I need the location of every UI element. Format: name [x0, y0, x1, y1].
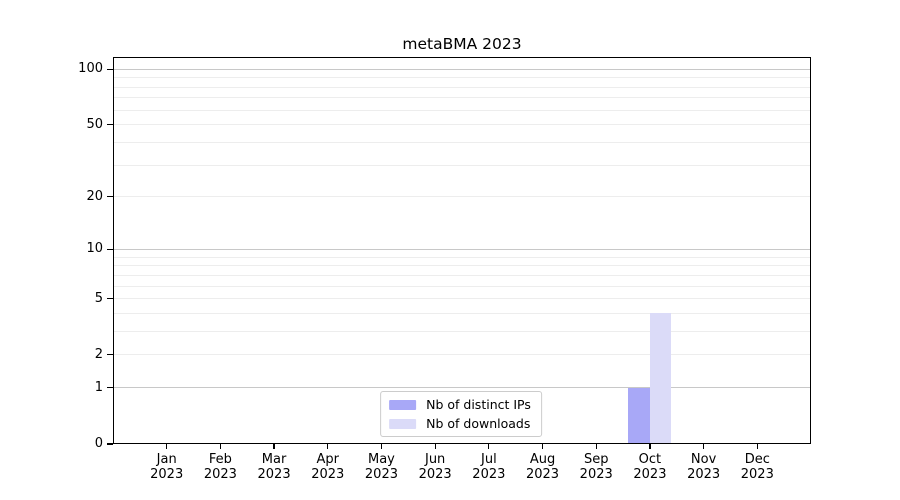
- x-tick: [327, 444, 329, 449]
- x-tick: [756, 444, 758, 449]
- x-tick: [219, 444, 221, 449]
- x-tick-label: Nov 2023: [676, 452, 732, 482]
- x-tick-label: Apr 2023: [300, 452, 356, 482]
- x-tick-year: 2023: [687, 467, 721, 482]
- y-tick-label: 100: [78, 61, 103, 77]
- y-gridline-minor: [114, 164, 810, 166]
- x-tick-month: Aug: [529, 452, 556, 467]
- x-tick-year: 2023: [311, 467, 345, 482]
- x-tick-year: 2023: [579, 467, 613, 482]
- x-tick: [273, 444, 275, 449]
- chart-title: metaBMA 2023: [402, 35, 522, 53]
- y-gridline-minor: [114, 312, 810, 314]
- x-tick-label: Mar 2023: [246, 452, 302, 482]
- x-tick-year: 2023: [525, 467, 560, 482]
- y-tick: [107, 248, 113, 250]
- bar-downloads: [649, 313, 672, 444]
- bar-distinct-ips: [628, 387, 650, 444]
- y-gridline-minor: [114, 298, 810, 300]
- y-tick-label: 5: [94, 290, 103, 306]
- x-tick-label: Jun 2023: [407, 452, 463, 482]
- y-gridline-minor: [114, 274, 810, 276]
- y-gridline-minor: [114, 256, 810, 258]
- y-tick: [107, 443, 113, 445]
- y-tick: [107, 387, 113, 389]
- y-tick: [107, 297, 113, 300]
- x-tick: [703, 444, 705, 449]
- y-tick: [107, 68, 113, 70]
- x-tick-month: Mar: [261, 452, 287, 467]
- legend-swatch-downloads: [389, 418, 417, 429]
- legend-entry-downloads: Nb of downloads: [389, 416, 531, 431]
- x-tick: [434, 444, 436, 449]
- x-tick-month: May: [368, 452, 395, 467]
- y-gridline-minor: [114, 109, 810, 111]
- y-gridline-minor: [114, 97, 810, 99]
- x-tick-label: Jul 2023: [461, 452, 517, 482]
- x-tick-month: Jul: [481, 452, 497, 467]
- x-tick-month: Nov: [690, 452, 717, 467]
- y-gridline-major: [114, 248, 810, 250]
- plot-border: [113, 57, 811, 444]
- x-tick-label: Dec 2023: [729, 452, 785, 482]
- y-tick: [107, 196, 113, 198]
- x-tick-year: 2023: [472, 467, 506, 482]
- x-tick-label: Aug 2023: [515, 452, 571, 482]
- y-tick-label: 0: [94, 436, 103, 451]
- y-tick-label: 20: [86, 188, 103, 204]
- x-tick: [541, 444, 544, 449]
- legend-entry-distinct-ips: Nb of distinct IPs: [389, 397, 531, 412]
- x-tick-label: Jan 2023: [139, 452, 195, 482]
- x-tick-year: 2023: [150, 467, 184, 482]
- x-tick-month: Sep: [583, 452, 609, 467]
- x-tick-year: 2023: [257, 467, 291, 482]
- legend-label-downloads: Nb of downloads: [426, 416, 531, 431]
- legend: Nb of distinct IPs Nb of downloads: [380, 391, 542, 437]
- x-tick-month: Dec: [744, 452, 770, 467]
- y-gridline-minor: [114, 141, 810, 143]
- y-gridline-minor: [114, 86, 810, 88]
- y-gridline-minor: [114, 77, 810, 79]
- x-tick-year: 2023: [740, 467, 774, 482]
- y-tick-label: 2: [94, 346, 103, 362]
- x-tick-year: 2023: [633, 467, 667, 482]
- x-tick-month: Jan: [156, 452, 177, 467]
- x-tick-month: Apr: [316, 452, 340, 467]
- x-tick: [649, 444, 651, 449]
- x-tick-label: Sep 2023: [568, 452, 624, 482]
- y-gridline-minor: [114, 354, 810, 356]
- y-tick: [107, 124, 113, 126]
- y-tick-label: 1: [94, 379, 103, 395]
- y-tick-label: 50: [86, 116, 103, 132]
- legend-swatch-distinct-ips: [389, 399, 417, 410]
- y-gridline-major: [114, 68, 810, 70]
- x-tick-year: 2023: [364, 467, 398, 482]
- x-tick: [166, 444, 168, 449]
- x-tick-month: Oct: [638, 452, 662, 467]
- y-gridline-minor: [114, 265, 810, 267]
- x-tick-month: Jun: [424, 452, 446, 467]
- x-tick-year: 2023: [203, 467, 237, 482]
- x-tick-year: 2023: [418, 467, 452, 482]
- legend-label-distinct-ips: Nb of distinct IPs: [426, 397, 531, 412]
- x-tick-label: Feb 2023: [192, 452, 248, 482]
- x-tick: [595, 444, 597, 449]
- x-tick: [380, 444, 383, 449]
- y-gridline-minor: [114, 196, 810, 198]
- x-tick-month: Feb: [208, 452, 232, 467]
- y-gridline-minor: [114, 285, 810, 287]
- y-tick: [107, 354, 113, 356]
- y-gridline-minor: [114, 330, 810, 332]
- x-tick: [488, 444, 490, 449]
- x-tick-label: May 2023: [353, 452, 409, 482]
- y-gridline-minor: [114, 124, 810, 126]
- y-gridline-major: [114, 387, 810, 389]
- x-tick-label: Oct 2023: [622, 452, 678, 482]
- y-tick-label: 10: [86, 241, 103, 257]
